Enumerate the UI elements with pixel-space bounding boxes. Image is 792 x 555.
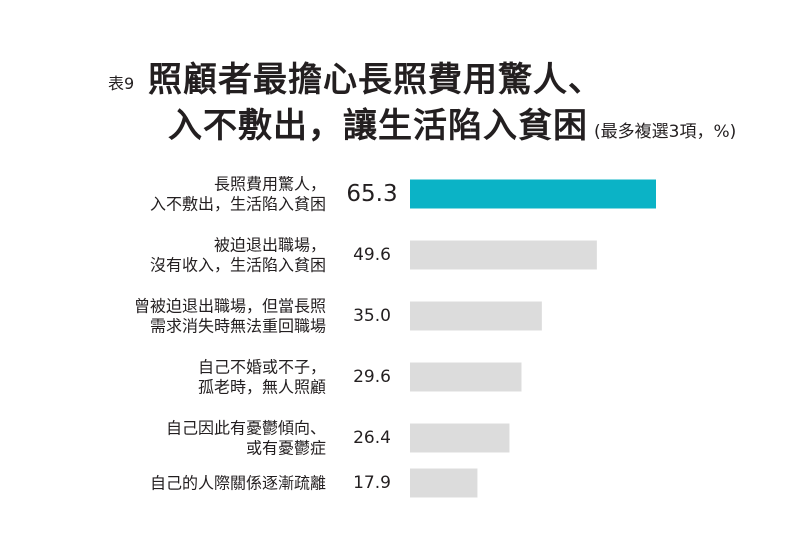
category-label-4-line-0: 自己因此有憂鬱傾向、 bbox=[166, 419, 326, 438]
bar-5 bbox=[410, 468, 478, 498]
value-label-2: 35.0 bbox=[353, 306, 391, 326]
bar-1 bbox=[410, 240, 597, 270]
chart-title-line-1: 照顧者最擔心長照費用驚人、 bbox=[148, 60, 603, 100]
category-label-3-line-0: 自己不婚或不子， bbox=[198, 358, 326, 377]
category-label-0-line-1: 入不敷出，生活陷入貧困 bbox=[150, 195, 326, 214]
category-label-2-line-1: 需求消失時無法重回職場 bbox=[150, 317, 326, 336]
bar-0 bbox=[410, 179, 656, 209]
category-label-4-line-1: 或有憂鬱症 bbox=[246, 439, 326, 458]
value-label-4: 26.4 bbox=[353, 428, 391, 448]
chart-title-block: 表9 照顧者最擔心長照費用驚人、 入不敷出，讓生活陷入貧困 (最多複選3項，%) bbox=[0, 0, 792, 150]
category-label-1-line-1: 沒有收入，生活陷入貧困 bbox=[150, 256, 326, 275]
category-label-3-line-1: 孤老時，無人照顧 bbox=[198, 378, 326, 397]
value-label-0: 65.3 bbox=[346, 181, 397, 207]
category-label-2-line-0: 曾被迫退出職場，但當長照 bbox=[134, 297, 326, 316]
chart-title-line-2: 入不敷出，讓生活陷入貧困 (最多複選3項，%) bbox=[168, 98, 736, 147]
value-label-3: 29.6 bbox=[353, 367, 391, 387]
category-label-0-line-0: 長照費用驚人， bbox=[214, 175, 326, 194]
category-label-1-line-0: 被迫退出職場， bbox=[214, 236, 326, 255]
table-number-tag: 表9 bbox=[108, 74, 135, 93]
category-label-5-line-0: 自己的人際關係逐漸疏離 bbox=[150, 474, 326, 493]
bar-4 bbox=[410, 423, 510, 453]
chart-title-line-2-text: 入不敷出，讓生活陷入貧困 bbox=[168, 106, 588, 146]
chart-title-note: (最多複選3項，%) bbox=[594, 122, 737, 142]
bar-2 bbox=[410, 301, 542, 331]
value-label-5: 17.9 bbox=[353, 473, 391, 493]
value-label-1: 49.6 bbox=[353, 245, 391, 265]
bar-3 bbox=[410, 362, 522, 392]
